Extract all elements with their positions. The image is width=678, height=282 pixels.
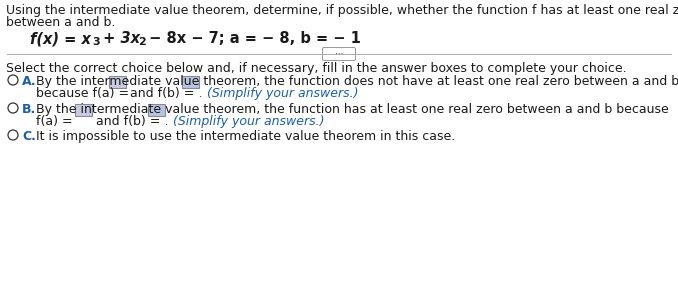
Text: − 8x − 7; a = − 8, b = − 1: − 8x − 7; a = − 8, b = − 1 xyxy=(144,31,361,46)
FancyBboxPatch shape xyxy=(75,104,92,116)
Text: 2: 2 xyxy=(138,37,146,47)
Text: and f(b) =: and f(b) = xyxy=(126,87,199,100)
Text: and f(b) =: and f(b) = xyxy=(92,115,164,128)
Text: By the intermediate value theorem, the function has at least one real zero betwe: By the intermediate value theorem, the f… xyxy=(36,103,669,116)
Text: C.: C. xyxy=(22,130,36,143)
Text: It is impossible to use the intermediate value theorem in this case.: It is impossible to use the intermediate… xyxy=(36,130,455,143)
Text: B.: B. xyxy=(22,103,36,116)
Text: . (Simplify your answers.): . (Simplify your answers.) xyxy=(165,115,325,128)
Text: A.: A. xyxy=(22,75,37,88)
Text: between a and b.: between a and b. xyxy=(6,16,115,29)
Text: f(x) = x: f(x) = x xyxy=(30,31,91,46)
Text: . (Simplify your answers.): . (Simplify your answers.) xyxy=(199,87,359,100)
Text: because f(a) =: because f(a) = xyxy=(36,87,133,100)
FancyBboxPatch shape xyxy=(109,76,126,88)
FancyBboxPatch shape xyxy=(182,76,199,88)
Text: Select the correct choice below and, if necessary, fill in the answer boxes to c: Select the correct choice below and, if … xyxy=(6,62,626,75)
FancyBboxPatch shape xyxy=(148,104,165,116)
Text: Using the intermediate value theorem, determine, if possible, whether the functi: Using the intermediate value theorem, de… xyxy=(6,4,678,17)
FancyBboxPatch shape xyxy=(323,47,355,61)
Text: ⋯: ⋯ xyxy=(335,49,343,58)
Text: By the intermediate value theorem, the function does not have at least one real : By the intermediate value theorem, the f… xyxy=(36,75,678,88)
Text: 3: 3 xyxy=(92,37,100,47)
Text: f(a) =: f(a) = xyxy=(36,115,77,128)
Text: + 3x: + 3x xyxy=(98,31,140,46)
